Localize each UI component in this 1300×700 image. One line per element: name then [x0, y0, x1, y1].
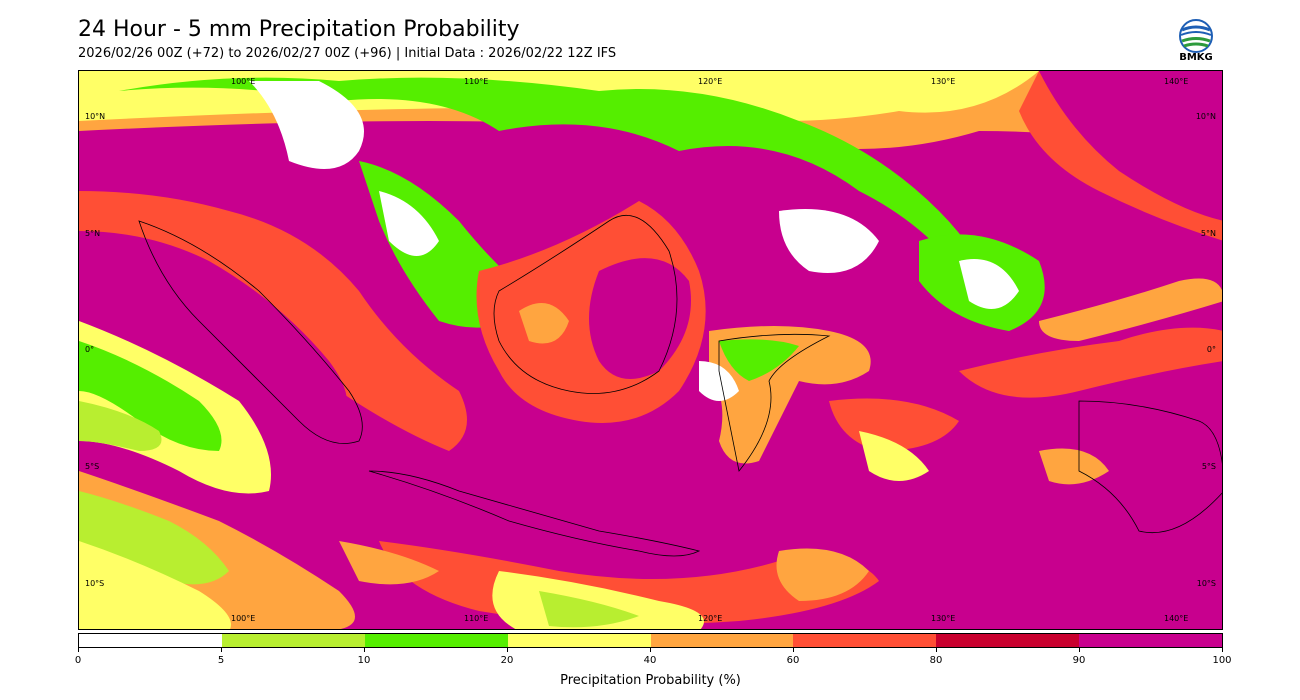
lon-label-top: 130°E	[931, 77, 956, 86]
colorbar-segment	[364, 634, 508, 647]
lat-label-left: 0°	[85, 345, 95, 354]
colorbar-tick-label: 40	[643, 655, 657, 666]
colorbar	[78, 633, 1223, 648]
map-canvas	[79, 71, 1222, 629]
colorbar-tick	[507, 648, 508, 652]
colorbar-tick	[221, 648, 222, 652]
colorbar-tick	[1222, 648, 1223, 652]
colorbar-tick	[364, 648, 365, 652]
colorbar-tick	[650, 648, 651, 652]
colorbar-tick-label: 90	[1072, 655, 1086, 666]
lat-label-left: 5°N	[85, 229, 101, 238]
lon-label-bottom: 110°E	[464, 614, 489, 623]
colorbar-tick-label: 5	[217, 655, 225, 666]
precipitation-map: 100°E 110°E 120°E 130°E 140°E 100°E 110°…	[78, 70, 1223, 630]
colorbar-segment	[650, 634, 794, 647]
colorbar-tick-label: 20	[500, 655, 514, 666]
lon-label-bottom: 140°E	[1164, 614, 1189, 623]
colorbar-segment	[221, 634, 365, 647]
colorbar-segment	[79, 634, 222, 647]
colorbar-segment	[507, 634, 651, 647]
chart-subtitle: 2026/02/26 00Z (+72) to 2026/02/27 00Z (…	[78, 46, 617, 61]
logo-text: BMKG	[1179, 52, 1213, 63]
colorbar-tick-label: 10	[357, 655, 371, 666]
lat-label-left: 10°N	[85, 112, 106, 121]
colorbar-tick	[78, 648, 79, 652]
lat-label-left: 5°S	[85, 462, 100, 471]
colorbar-tick	[936, 648, 937, 652]
lon-label-bottom: 130°E	[931, 614, 956, 623]
colorbar-tick-label: 60	[786, 655, 800, 666]
colorbar-tick-label: 0	[74, 655, 82, 666]
bmkg-logo-icon	[1179, 19, 1213, 53]
lon-label-bottom: 100°E	[231, 614, 256, 623]
colorbar-tick-label: 100	[1212, 655, 1232, 666]
chart-title: 24 Hour - 5 mm Precipitation Probability	[78, 17, 520, 42]
lat-label-right: 10°S	[1196, 579, 1216, 588]
lon-label-top: 140°E	[1164, 77, 1189, 86]
lon-label-bottom: 120°E	[698, 614, 723, 623]
lon-label-top: 120°E	[698, 77, 723, 86]
lat-label-left: 10°S	[85, 579, 105, 588]
lon-label-top: 100°E	[231, 77, 256, 86]
colorbar-tick	[793, 648, 794, 652]
lat-label-right: 5°S	[1201, 462, 1216, 471]
colorbar-segment	[793, 634, 937, 647]
colorbar-segment	[936, 634, 1080, 647]
colorbar-label: Precipitation Probability (%)	[560, 673, 741, 688]
lat-label-right: 0°	[1206, 345, 1216, 354]
lat-label-right: 5°N	[1200, 229, 1216, 238]
lon-label-top: 110°E	[464, 77, 489, 86]
lat-label-right: 10°N	[1195, 112, 1216, 121]
colorbar-tick-label: 80	[929, 655, 943, 666]
colorbar-segment	[1079, 634, 1222, 647]
colorbar-tick	[1079, 648, 1080, 652]
